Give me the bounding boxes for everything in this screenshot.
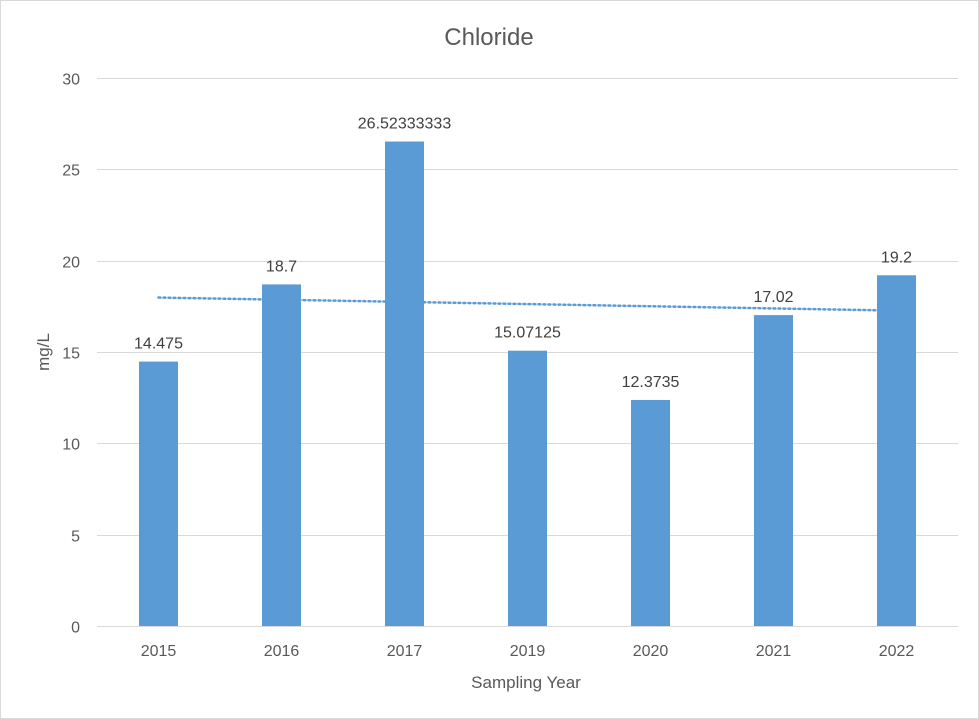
x-tick-label: 2017 <box>387 643 423 660</box>
data-label: 12.3735 <box>622 374 680 391</box>
y-tick-label: 5 <box>71 529 80 546</box>
data-labels: 14.475 18.7 26.52333333 15.07125 12.3735 17.0… <box>134 116 912 391</box>
data-label: 14.475 <box>134 336 183 353</box>
data-label: 18.7 <box>266 258 297 275</box>
chart-title: Chloride <box>444 24 533 51</box>
data-label: 15.07125 <box>494 325 561 342</box>
data-label: 17.02 <box>753 289 793 306</box>
x-tick-label: 2019 <box>510 643 546 660</box>
y-axis-title: mg/L <box>34 333 53 371</box>
bars <box>139 141 916 626</box>
bar-2019 <box>508 350 547 626</box>
bar-2017 <box>385 141 424 626</box>
y-axis-ticks: 0 5 10 15 20 25 30 <box>62 72 80 637</box>
x-tick-label: 2015 <box>141 643 177 660</box>
y-tick-label: 25 <box>62 163 80 180</box>
y-tick-label: 30 <box>62 72 80 89</box>
x-tick-label: 2016 <box>264 643 300 660</box>
bar-2021 <box>754 315 793 626</box>
bar-2022 <box>877 275 916 626</box>
data-label: 26.52333333 <box>358 116 452 133</box>
y-tick-label: 20 <box>62 255 80 272</box>
data-label: 19.2 <box>881 249 912 266</box>
y-tick-label: 15 <box>62 346 80 363</box>
bar-2016 <box>262 284 301 626</box>
trendline-line <box>157 296 898 312</box>
trendline <box>157 296 898 312</box>
y-tick-label: 10 <box>62 437 80 454</box>
y-tick-label: 0 <box>71 620 80 637</box>
x-tick-label: 2021 <box>756 643 792 660</box>
x-tick-label: 2022 <box>879 643 915 660</box>
x-axis-ticks: 2015 2016 2017 2019 2020 2021 2022 <box>141 643 915 660</box>
x-axis-title: Sampling Year <box>471 673 581 692</box>
x-tick-label: 2020 <box>633 643 669 660</box>
bar-2020 <box>631 399 670 626</box>
bar-2015 <box>139 361 178 626</box>
